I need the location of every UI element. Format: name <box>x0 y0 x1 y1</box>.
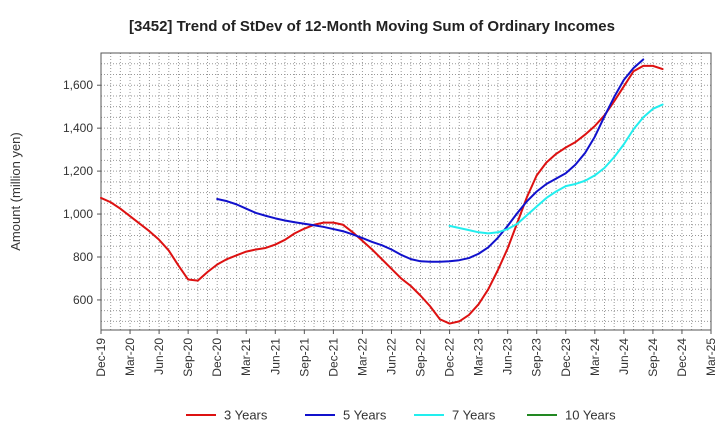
x-tick-label: Mar-23 <box>472 338 486 376</box>
y-tick-label: 1,400 <box>63 121 93 135</box>
y-axis: 600 800 1,000 1,200 1,400 1,600 <box>63 78 101 307</box>
legend-label: 5 Years <box>343 408 387 423</box>
x-tick-label: Dec-22 <box>443 338 457 377</box>
x-tick-label: Mar-21 <box>239 338 253 376</box>
x-tick-label: Jun-24 <box>617 338 631 375</box>
x-tick-label: Dec-23 <box>559 338 573 377</box>
x-tick-label: Mar-22 <box>355 338 369 376</box>
grid <box>101 53 711 330</box>
chart-title: [3452] Trend of StDev of 12-Month Moving… <box>129 18 615 35</box>
x-tick-label: Jun-21 <box>268 338 282 375</box>
legend-label: 10 Years <box>565 408 616 423</box>
x-tick-label: Dec-20 <box>210 338 224 377</box>
x-tick-label: Sep-24 <box>646 338 660 377</box>
plot-frame <box>100 52 712 331</box>
legend: 3 Years 5 Years 7 Years 10 Years <box>186 408 616 423</box>
series-line-7-years <box>448 103 664 235</box>
x-tick-label: Sep-20 <box>181 338 195 377</box>
x-tick-label: Sep-21 <box>297 338 311 377</box>
x-tick-label: Mar-20 <box>123 338 137 376</box>
x-tick-label: Dec-24 <box>675 338 689 377</box>
y-tick-label: 1,000 <box>63 207 93 221</box>
y-tick-label: 1,600 <box>63 78 93 92</box>
x-tick-label: Sep-22 <box>414 338 428 377</box>
x-tick-label: Dec-21 <box>326 338 340 377</box>
series-line-3-years <box>100 64 664 325</box>
series-lines <box>100 58 664 325</box>
x-tick-label: Mar-25 <box>704 338 718 376</box>
x-tick-label: Jun-23 <box>501 338 515 375</box>
x-axis: Dec-19 Mar-20 Jun-20 Sep-20 Dec-20 Mar-21 Jun-… <box>94 330 718 377</box>
x-tick-label: Mar-24 <box>588 338 602 376</box>
x-tick-label: Dec-19 <box>94 338 108 377</box>
y-axis-label: Amount (million yen) <box>8 132 23 251</box>
y-tick-label: 600 <box>73 293 93 307</box>
x-tick-label: Jun-20 <box>152 338 166 375</box>
x-tick-label: Jun-22 <box>384 338 398 375</box>
x-tick-label: Sep-23 <box>530 338 544 377</box>
series-line-5-years <box>216 58 645 263</box>
y-tick-label: 1,200 <box>63 164 93 178</box>
y-tick-label: 800 <box>73 250 93 264</box>
legend-label: 7 Years <box>452 408 496 423</box>
legend-label: 3 Years <box>224 408 268 423</box>
